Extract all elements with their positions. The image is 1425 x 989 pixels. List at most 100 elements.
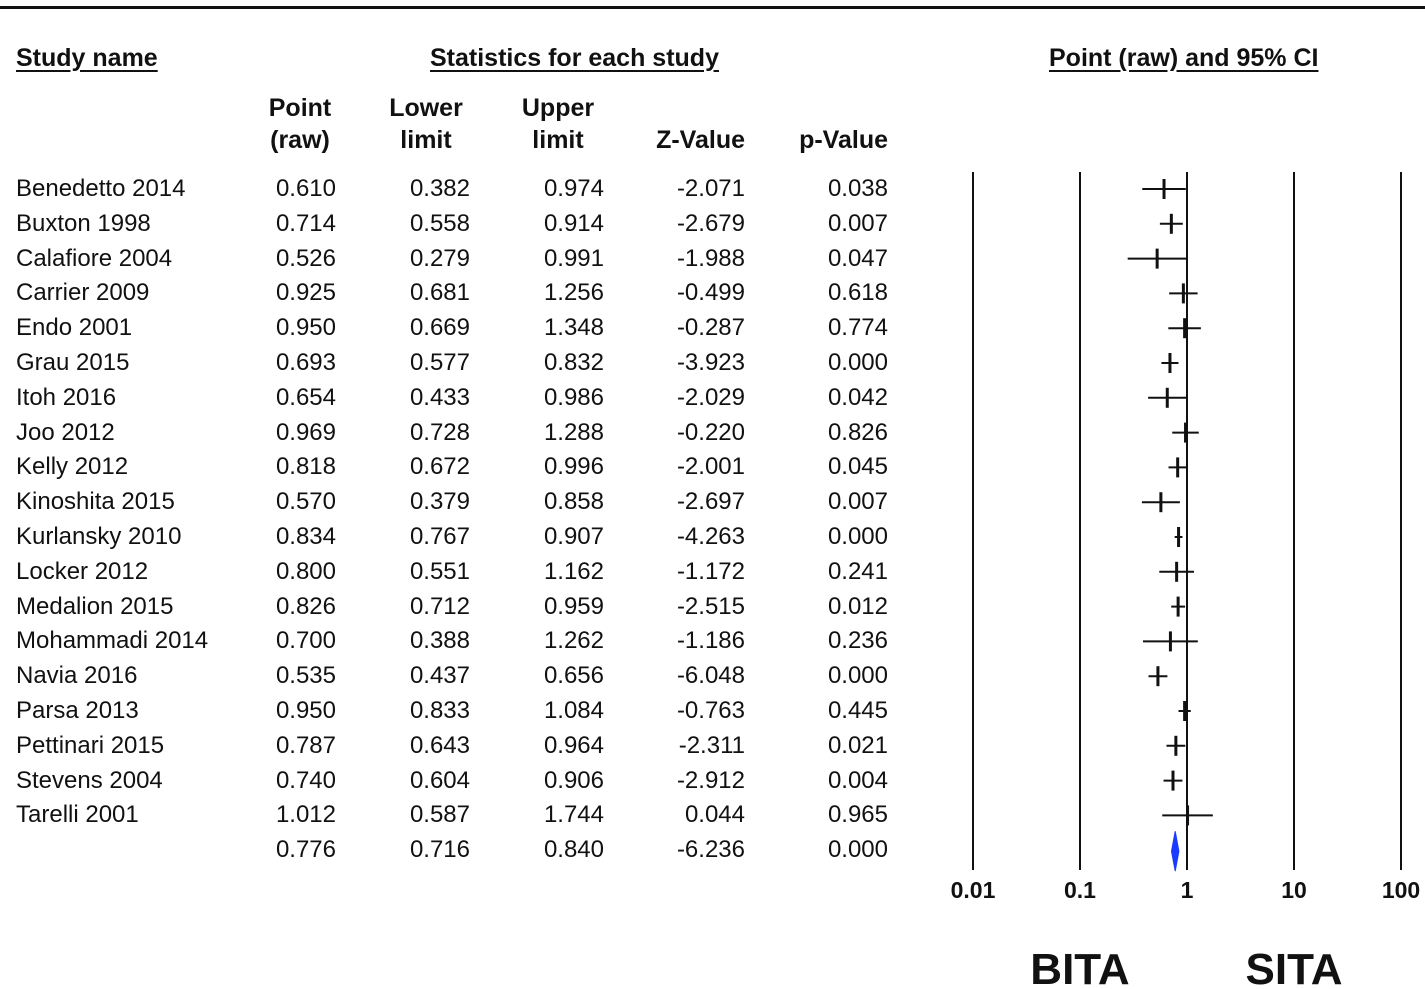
row-point-cell: 0.818 bbox=[275, 453, 336, 481]
row-p-cell: 0.774 bbox=[827, 314, 888, 342]
row-point-cell: 0.950 bbox=[275, 314, 336, 342]
row-upper-cell: 0.964 bbox=[543, 731, 604, 759]
row-p-cell: 0.007 bbox=[827, 209, 888, 237]
row-lower-cell: 0.433 bbox=[409, 383, 470, 411]
row-upper-cell: 1.288 bbox=[543, 418, 604, 446]
row-p-cell: 0.618 bbox=[827, 279, 888, 307]
x-tick-label: 10 bbox=[1281, 877, 1307, 903]
row-z-cell: -6.048 bbox=[676, 662, 745, 690]
row-study-cell: Kelly 2012 bbox=[16, 453, 129, 481]
row-p-cell: 0.038 bbox=[827, 175, 888, 202]
row-z-cell: -2.071 bbox=[676, 175, 745, 202]
row-lower-cell: 0.379 bbox=[409, 488, 470, 516]
row-lower-cell: 0.388 bbox=[409, 627, 470, 655]
row-z-cell: -4.263 bbox=[676, 523, 745, 550]
row-p-cell: 0.047 bbox=[827, 244, 888, 272]
row-study-cell: Grau 2015 bbox=[16, 349, 130, 376]
row-point-cell: 0.834 bbox=[275, 523, 336, 550]
row-p-cell: 0.004 bbox=[827, 766, 888, 794]
row-point-cell: 0.800 bbox=[275, 557, 336, 585]
row-lower-cell: 0.437 bbox=[409, 662, 470, 690]
row-p-cell: 0.000 bbox=[827, 523, 888, 550]
row-point-cell: 0.693 bbox=[275, 349, 336, 376]
col-lower-header-line2: limit bbox=[400, 126, 452, 154]
row-upper-cell: 0.906 bbox=[543, 766, 604, 794]
row-z-cell: -0.763 bbox=[676, 697, 745, 724]
row-point-cell: 0.654 bbox=[275, 383, 336, 411]
col-point-header-line1: Point bbox=[268, 94, 332, 122]
row-point-cell: 0.925 bbox=[275, 279, 336, 307]
row-z-cell: -0.287 bbox=[676, 314, 745, 342]
row-lower-cell: 0.681 bbox=[409, 279, 470, 307]
row-study-cell: Navia 2016 bbox=[16, 662, 138, 690]
row-point-cell: 0.714 bbox=[275, 209, 336, 237]
row-point-cell: 0.610 bbox=[275, 175, 336, 202]
x-tick-label: 1 bbox=[1181, 877, 1194, 903]
row-study-cell: Itoh 2016 bbox=[16, 383, 117, 411]
row-lower-cell: 0.587 bbox=[409, 801, 470, 829]
row-lower-cell: 0.604 bbox=[409, 766, 470, 794]
row-study-cell: Carrier 2009 bbox=[16, 279, 150, 307]
col-upper-header-line2: limit bbox=[532, 126, 584, 154]
row-p-cell: 0.007 bbox=[827, 488, 888, 516]
row-z-cell: -0.220 bbox=[676, 418, 745, 446]
row-study-cell: Benedetto 2014 bbox=[16, 175, 186, 202]
row-p-cell: 0.445 bbox=[827, 697, 888, 724]
summary-z-cell: -6.236 bbox=[676, 836, 745, 864]
row-upper-cell: 0.996 bbox=[543, 453, 604, 481]
row-study-cell: Kinoshita 2015 bbox=[16, 488, 175, 516]
row-upper-cell: 1.162 bbox=[543, 557, 604, 585]
row-upper-cell: 1.262 bbox=[543, 627, 604, 655]
x-tick-label: 0.01 bbox=[951, 877, 996, 903]
row-upper-cell: 1.744 bbox=[543, 801, 604, 829]
row-point-cell: 0.535 bbox=[275, 662, 336, 690]
side-label-left: BITA bbox=[1030, 945, 1129, 989]
row-upper-cell: 0.914 bbox=[543, 209, 604, 237]
row-upper-cell: 0.832 bbox=[543, 349, 604, 376]
row-study-cell: Buxton 1998 bbox=[16, 209, 151, 237]
row-z-cell: -2.679 bbox=[676, 209, 745, 237]
row-study-cell: Tarelli 2001 bbox=[16, 801, 139, 829]
row-p-cell: 0.045 bbox=[827, 453, 888, 481]
row-z-cell: -0.499 bbox=[676, 279, 745, 307]
plot-header: Point (raw) and 95% CI bbox=[1049, 44, 1319, 72]
row-p-cell: 0.236 bbox=[827, 627, 888, 655]
row-z-cell: -2.311 bbox=[678, 731, 745, 759]
summary-upper-cell: 0.840 bbox=[543, 836, 604, 864]
row-p-cell: 0.012 bbox=[827, 592, 888, 620]
col-z-header: Z-Value bbox=[656, 126, 745, 154]
row-study-cell: Locker 2012 bbox=[16, 557, 149, 585]
row-lower-cell: 0.382 bbox=[409, 175, 470, 202]
row-lower-cell: 0.672 bbox=[409, 453, 470, 481]
col-p-header: p-Value bbox=[799, 126, 888, 154]
row-point-cell: 0.969 bbox=[275, 418, 336, 446]
row-study-cell: Medalion 2015 bbox=[16, 592, 174, 620]
statistics-header: Statistics for each study bbox=[430, 44, 719, 72]
row-p-cell: 0.000 bbox=[827, 662, 888, 690]
row-point-cell: 0.570 bbox=[275, 488, 336, 516]
col-point-header: Point (raw) bbox=[250, 92, 350, 156]
row-study-cell: Kurlansky 2010 bbox=[16, 523, 182, 550]
row-z-cell: -2.001 bbox=[676, 453, 745, 481]
row-p-cell: 0.021 bbox=[827, 731, 888, 759]
row-study-cell: Calafiore 2004 bbox=[16, 244, 173, 272]
row-upper-cell: 0.991 bbox=[543, 244, 604, 272]
row-lower-cell: 0.712 bbox=[409, 592, 470, 620]
top-rule bbox=[0, 6, 1425, 9]
summary-p-cell: 0.000 bbox=[827, 836, 888, 864]
row-upper-cell: 1.256 bbox=[543, 279, 604, 307]
row-upper-cell: 1.348 bbox=[543, 314, 604, 342]
row-point-cell: 0.787 bbox=[275, 731, 336, 759]
row-lower-cell: 0.551 bbox=[409, 557, 470, 585]
row-study-cell: Stevens 2004 bbox=[16, 766, 163, 794]
row-upper-cell: 0.907 bbox=[543, 523, 604, 550]
col-point-header-line2: (raw) bbox=[270, 126, 330, 154]
row-lower-cell: 0.643 bbox=[409, 731, 470, 759]
summary-lower-cell: 0.716 bbox=[409, 836, 470, 864]
row-lower-cell: 0.767 bbox=[409, 523, 470, 550]
row-study-cell: Mohammadi 2014 bbox=[16, 627, 209, 655]
row-p-cell: 0.000 bbox=[827, 349, 888, 376]
row-z-cell: -1.172 bbox=[676, 557, 745, 585]
row-p-cell: 0.241 bbox=[827, 557, 888, 585]
